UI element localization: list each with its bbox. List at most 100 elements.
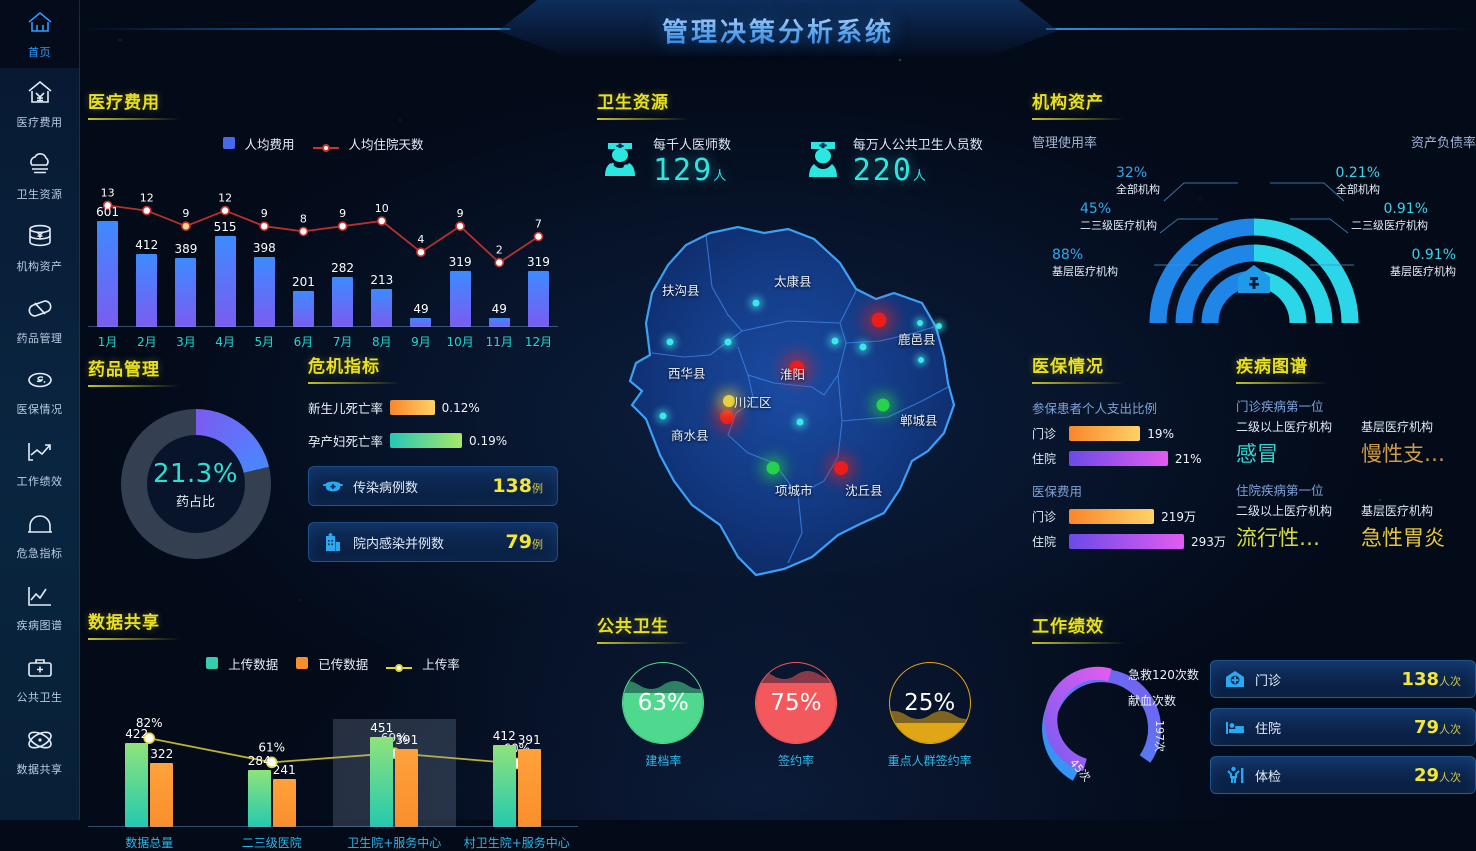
map-region-label[interactable]: 郸城县 (900, 413, 938, 428)
map-marker[interactable] (917, 320, 923, 326)
sidebar-item-home[interactable]: 首页 (0, 0, 79, 68)
sidebar-item-disease-atlas[interactable]: 疾病图谱 (0, 572, 79, 644)
bar (292, 291, 314, 327)
bar-column[interactable]: 319 (441, 167, 480, 327)
bar-column[interactable]: 49 (480, 167, 519, 327)
gauge-arcs (1149, 182, 1359, 324)
map-marker[interactable] (859, 343, 867, 351)
map-region-label[interactable]: 扶沟县 (662, 283, 700, 298)
bar-column[interactable]: 398 (245, 167, 284, 327)
bar-value: 515 (213, 219, 237, 234)
chart-legend: 人均费用 人均住院天数 (88, 134, 558, 153)
map-region-label[interactable]: 川汇区 (734, 395, 772, 410)
sidebar-item-medical-fee[interactable]: 医疗费用 (0, 68, 79, 140)
sidebar-item-health-resources[interactable]: 卫生资源 (0, 140, 79, 212)
bar-column[interactable]: 412 (127, 167, 166, 327)
bar-value: 412 (135, 238, 159, 253)
assets-gauge[interactable]: 32% 全部机构 45% 二三级医疗机构 88% 基层医疗机构 0.21% 全部机构 0… (1032, 151, 1476, 329)
map-marker[interactable] (918, 357, 924, 363)
bar-column[interactable]: 213 (362, 167, 401, 327)
bar-column[interactable]: 201 (284, 167, 323, 327)
map-region-label[interactable]: 沈丘县 (845, 483, 883, 498)
region-map[interactable]: 扶沟县 太康县西华县 淮阳 鹿邑县川汇区商水县 郸城县项城市 沈丘县 (588, 205, 1008, 605)
legend-item-avg-cost[interactable]: 人均费用 (222, 134, 295, 153)
bar-group[interactable]: 412 391 (456, 719, 579, 827)
liquid-gauge[interactable]: 63% 建档率 (622, 662, 705, 769)
bar: 391 (517, 733, 541, 827)
liquid-gauge[interactable]: 25% 重点人群签约率 (888, 662, 972, 769)
medical-kit-icon (25, 656, 55, 684)
gauge-value: 75% (770, 690, 822, 716)
assets-right-item-0: 0.21% 全部机构 (1335, 165, 1380, 196)
bar-group[interactable]: 422 322 (88, 719, 211, 827)
sidebar-item-work-performance[interactable]: 工作绩效 (0, 428, 79, 500)
map-region-label[interactable]: 太康县 (774, 274, 812, 289)
bar-column[interactable]: 601 (88, 167, 127, 327)
map-marker[interactable] (766, 461, 780, 475)
bar-column[interactable]: 389 (166, 167, 205, 327)
map-marker[interactable] (831, 337, 839, 345)
home-icon (25, 9, 55, 39)
bar: 391 (395, 733, 419, 827)
map-marker[interactable] (659, 412, 667, 420)
institution-label: 二级以上医疗机构 (1236, 504, 1333, 518)
map-marker[interactable] (796, 418, 804, 426)
institution-assets-panel: 机构资产 管理使用率 资产负债率 (1032, 88, 1476, 328)
map-marker[interactable] (723, 395, 735, 407)
nosocomial-infection-card[interactable]: 院内感染并例数 79例 (308, 522, 558, 562)
bar-column[interactable]: 49 (401, 167, 440, 327)
disease-name[interactable]: 慢性支… (1361, 442, 1445, 466)
bar-column[interactable]: 515 (206, 167, 245, 327)
card-value: 138 (1401, 668, 1439, 690)
sidebar-item-critical-indicators[interactable]: 危急指标 (0, 500, 79, 572)
disease-name[interactable]: 急性胃炎 (1361, 526, 1445, 550)
map-region-label[interactable]: 淮阳 (780, 367, 806, 382)
drug-ratio-donut[interactable]: 21.3% 药占比 (120, 409, 271, 559)
assets-right-header: 资产负债率 (1410, 136, 1476, 151)
map-marker[interactable] (871, 312, 887, 328)
sidebar-item-medical-insurance[interactable]: 医保情况 (0, 356, 79, 428)
liquid-gauge[interactable]: 75% 签约率 (754, 662, 837, 769)
gauge-circle: 75% (754, 662, 837, 744)
disease-name[interactable]: 感冒 (1236, 442, 1278, 466)
sidebar-item-drug-management[interactable]: 药品管理 (0, 284, 79, 356)
map-region-label[interactable]: 商水县 (671, 428, 709, 443)
map-marker[interactable] (720, 410, 734, 424)
legend-label: 人均费用 (244, 137, 295, 152)
medical-insurance-panel: 医保情况 参保患者个人支出比例 门诊 19% 住院 21% 医保费用 门诊 219万 住院 293… (1032, 352, 1232, 587)
gauge-circle: 63% (622, 662, 705, 744)
performance-card-门诊[interactable]: 门诊 138人次 (1210, 660, 1476, 698)
sidebar-item-label: 医保情况 (16, 402, 63, 416)
performance-card-体检[interactable]: 体检 29人次 (1210, 756, 1476, 794)
legend-item-uploaded[interactable]: 上传数据 (206, 654, 278, 673)
bar-group[interactable]: 284 241 (211, 719, 334, 827)
bar-group[interactable]: 451 391 (333, 719, 456, 827)
map-region-label[interactable]: 西华县 (668, 366, 706, 381)
map-marker[interactable] (724, 338, 732, 346)
legend-item-done[interactable]: 已传数据 (296, 654, 368, 673)
sidebar-item-public-health[interactable]: 公共卫生 (0, 644, 79, 716)
map-marker[interactable] (752, 299, 760, 307)
map-region-label[interactable]: 鹿邑县 (898, 332, 936, 347)
sidebar-item-data-sharing[interactable]: 数据共享 (0, 716, 79, 788)
map-marker[interactable] (936, 323, 942, 329)
map-marker[interactable] (789, 360, 805, 376)
map-marker[interactable] (876, 398, 890, 412)
bar-column[interactable]: 319 (519, 167, 558, 327)
gauge-wave (623, 677, 704, 693)
performance-cards: 门诊 138人次 住院 79人次 体检 29人次 (1210, 652, 1476, 802)
map-region-label[interactable]: 项城市 (775, 483, 813, 498)
infectious-cases-card[interactable]: 传染病例数 138例 (308, 466, 558, 506)
disease-name[interactable]: 流行性… (1236, 526, 1320, 550)
performance-card-住院[interactable]: 住院 79人次 (1210, 708, 1476, 746)
map-marker[interactable] (834, 461, 848, 475)
public-health-panel: 公共卫生 63% 建档率 75% 签约率 25% 重点人群签约率 (597, 612, 997, 812)
card-unit: 例 (532, 482, 543, 495)
row-label: 门诊 (1032, 427, 1057, 441)
legend-item-avg-days[interactable]: 人均住院天数 (312, 134, 424, 153)
map-marker[interactable] (666, 338, 674, 346)
bar-column[interactable]: 282 (323, 167, 362, 327)
legend-item-rate[interactable]: 上传率 (386, 654, 460, 673)
sidebar-item-institution-assets[interactable]: 机构资产 (0, 212, 79, 284)
performance-donut[interactable]: 急救120次数 献血次数 197次 45次 (1032, 652, 1202, 802)
